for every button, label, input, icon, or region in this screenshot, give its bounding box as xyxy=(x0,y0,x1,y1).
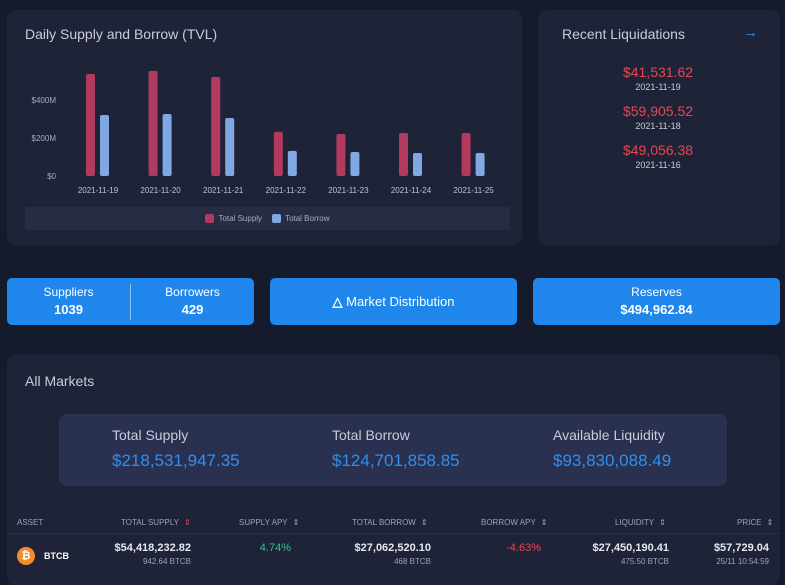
reserves-card[interactable]: Reserves $494,962.84 xyxy=(533,278,780,325)
legend-total-borrow[interactable]: Total Borrow xyxy=(272,213,330,224)
total-supply-stat: Total Supply $218,531,947.35 xyxy=(112,427,240,470)
asset-name: BTCB xyxy=(44,551,69,561)
sort-icon: ⇕ xyxy=(292,518,300,527)
total-borrow-cell: $27,062,520.10 468 BTCB xyxy=(354,542,431,566)
sort-icon: ⇕ xyxy=(766,518,774,527)
market-totals: Total Supply $218,531,947.35 Total Borrow… xyxy=(59,414,727,486)
liquidations-title: Recent Liquidations xyxy=(562,26,685,42)
liquidation-amount: $59,905.52 xyxy=(622,103,694,119)
sort-icon: ⇕ xyxy=(659,518,666,527)
reserves-value: $494,962.84 xyxy=(620,302,693,317)
liquidation-amount: $49,056.38 xyxy=(622,142,694,158)
price-cell: $57,729.04 25/11 10:54:59 xyxy=(713,542,769,566)
supply-apy-cell: 4.74% xyxy=(259,542,291,554)
divider xyxy=(7,533,780,534)
column-total-borrow[interactable]: TOTAL BORROW ⇕ xyxy=(352,518,428,527)
total-borrow-stat: Total Borrow $124,701,858.85 xyxy=(332,427,460,470)
borrow-apy-cell: -4.63% xyxy=(506,542,541,554)
market-distribution-label: Market Distribution xyxy=(346,294,455,309)
liquidation-amount: $41,531.62 xyxy=(622,64,694,80)
liquidation-date: 2021-11-19 xyxy=(635,82,681,92)
liquidity-cell: $27,450,190.41 475.50 BTCB xyxy=(592,542,669,566)
bitcoin-icon: ₿ xyxy=(17,547,35,565)
divider xyxy=(130,284,131,320)
sort-icon: ⇕ xyxy=(183,518,191,527)
market-distribution-button[interactable]: △ Market Distribution xyxy=(270,278,517,325)
legend-label: Total Borrow xyxy=(285,213,330,223)
recent-liquidations-panel: Recent Liquidations → xyxy=(538,10,780,245)
legend-total-supply[interactable]: Total Supply xyxy=(205,213,263,224)
borrowers-count: Borrowers 429 xyxy=(165,285,220,317)
liquidation-date: 2021-11-18 xyxy=(635,121,681,131)
suppliers-borrowers-card[interactable]: Suppliers 1039 Borrowers 429 xyxy=(7,278,254,325)
sort-icon: ⇕ xyxy=(420,518,428,527)
column-total-supply[interactable]: TOTAL SUPPLY ⇕ xyxy=(121,518,191,527)
arrow-right-icon[interactable]: → xyxy=(743,24,758,41)
column-asset: ASSET xyxy=(17,518,44,527)
total-supply-cell: $54,418,232.82 942.64 BTCB xyxy=(114,542,191,566)
liquidation-item[interactable]: $41,531.62 2021-11-19 xyxy=(538,64,778,92)
sort-icon: ⇕ xyxy=(540,518,548,527)
available-liquidity-stat: Available Liquidity $93,830,088.49 xyxy=(553,427,672,470)
suppliers-count: Suppliers 1039 xyxy=(43,285,94,317)
chart-title: Daily Supply and Borrow (TVL) xyxy=(25,26,218,42)
legend-label: Total Supply xyxy=(218,213,263,223)
all-markets-title: All Markets xyxy=(25,373,95,389)
column-borrow-apy[interactable]: BORROW APY ⇕ xyxy=(481,518,548,527)
liquidation-item[interactable]: $59,905.52 2021-11-18 xyxy=(538,103,778,131)
reserves-label: Reserves xyxy=(631,285,682,299)
liquidation-date: 2021-11-16 xyxy=(635,160,681,170)
chart-legend: Total Supply Total Borrow xyxy=(25,207,510,230)
column-liquidity[interactable]: LIQUIDITY ⇕ xyxy=(615,518,666,527)
liquidation-item[interactable]: $49,056.38 2021-11-16 xyxy=(538,142,778,170)
triangle-icon: △ xyxy=(332,294,343,309)
column-price[interactable]: PRICE ⇕ xyxy=(737,518,774,527)
column-supply-apy[interactable]: SUPPLY APY ⇕ xyxy=(239,518,300,527)
